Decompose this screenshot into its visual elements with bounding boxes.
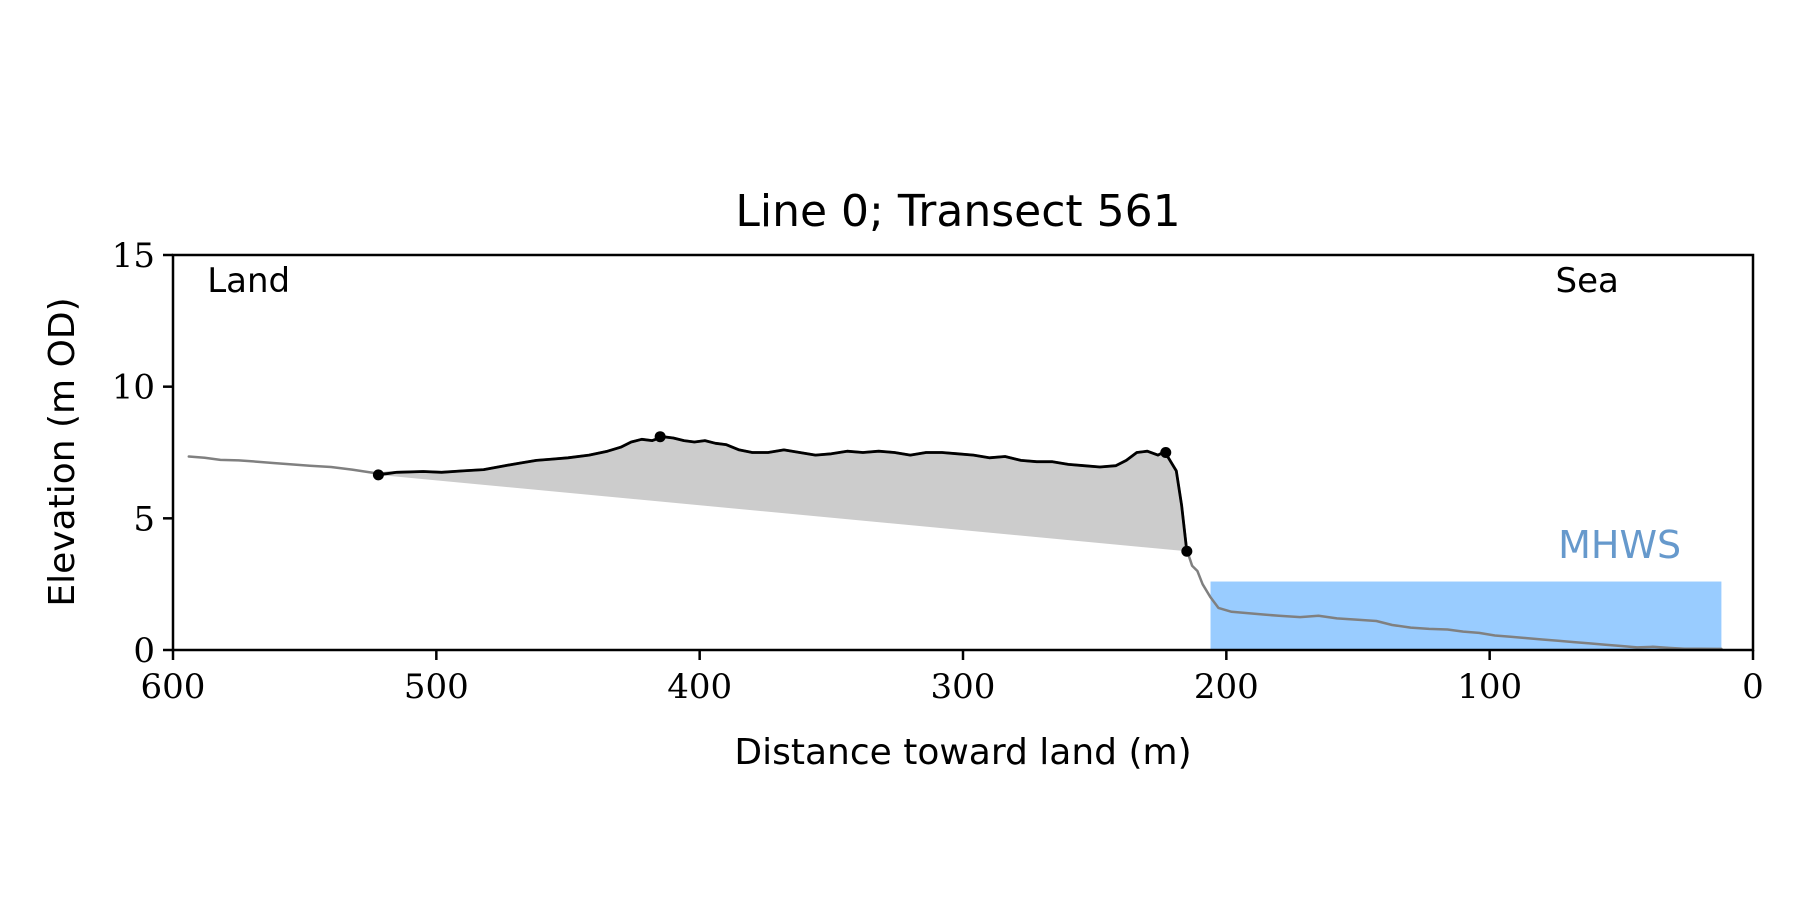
y-axis: 0 5 10 15 bbox=[112, 236, 173, 671]
annotation-sea: Sea bbox=[1556, 261, 1619, 301]
annotations: Land Sea MHWS bbox=[207, 261, 1681, 567]
x-tick-label: 500 bbox=[404, 667, 469, 707]
marker-point-1 bbox=[654, 431, 666, 443]
marker-point-0 bbox=[372, 469, 384, 481]
y-tick-label: 5 bbox=[133, 499, 155, 539]
x-axis: 600 500 400 300 200 100 0 bbox=[141, 650, 1764, 707]
x-tick-label: 0 bbox=[1742, 667, 1764, 707]
x-tick-label: 300 bbox=[931, 667, 996, 707]
x-tick-label: 100 bbox=[1457, 667, 1522, 707]
y-tick-label: 0 bbox=[133, 631, 155, 671]
profile-area-fill bbox=[378, 436, 1187, 552]
plot-area bbox=[187, 431, 1723, 651]
x-tick-label: 200 bbox=[1194, 667, 1259, 707]
x-tick-label: 400 bbox=[667, 667, 732, 707]
y-tick-label: 10 bbox=[112, 368, 155, 408]
y-axis-label: Elevation (m OD) bbox=[42, 297, 83, 606]
annotation-mhws: MHWS bbox=[1558, 523, 1681, 567]
chart-title: Line 0; Transect 561 bbox=[735, 186, 1180, 237]
marker-point-3 bbox=[1181, 545, 1193, 557]
y-tick-label: 15 bbox=[112, 236, 155, 276]
selected-profile-line bbox=[376, 435, 1189, 553]
x-axis-label: Distance toward land (m) bbox=[734, 732, 1191, 773]
x-tick-label: 600 bbox=[141, 667, 206, 707]
marker-point-2 bbox=[1160, 447, 1172, 458]
annotation-land: Land bbox=[207, 261, 290, 301]
